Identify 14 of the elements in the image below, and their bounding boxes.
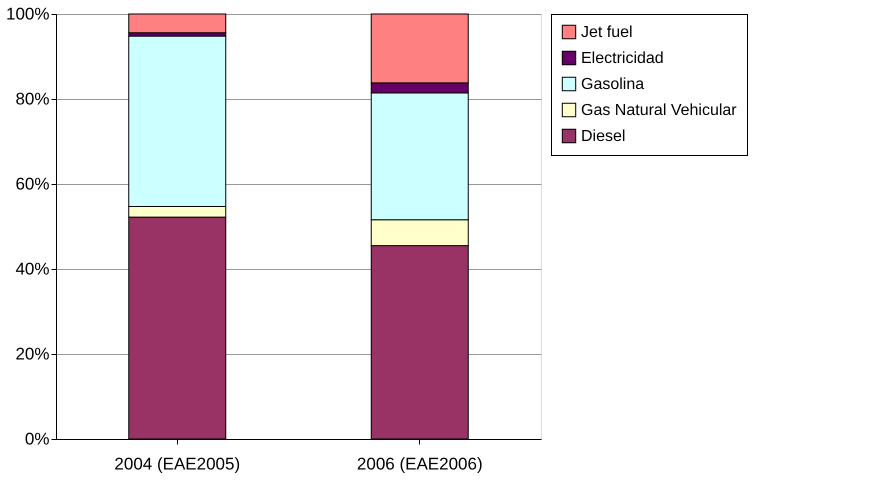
- legend-label: Gas Natural Vehicular: [581, 102, 738, 119]
- bar: [128, 14, 226, 34]
- y-tick-label: 20%: [15, 344, 50, 364]
- y-tick-label: 100%: [6, 4, 50, 24]
- legend-label: Gasolina: [581, 76, 644, 93]
- legend-label: Jet fuel: [581, 24, 633, 41]
- legend-label: Diesel: [581, 128, 626, 145]
- legend-label: Electricidad: [581, 50, 664, 67]
- x-tick-label: 2004 (EAE2005): [114, 454, 240, 474]
- y-tick-label: 40%: [15, 260, 50, 278]
- x-tick-label: 2006 (EAE2006): [356, 454, 483, 474]
- y-tick-label: 0%: [24, 430, 50, 448]
- y-tick-label: 60%: [15, 174, 50, 194]
- y-tick-label: 80%: [15, 90, 50, 108]
